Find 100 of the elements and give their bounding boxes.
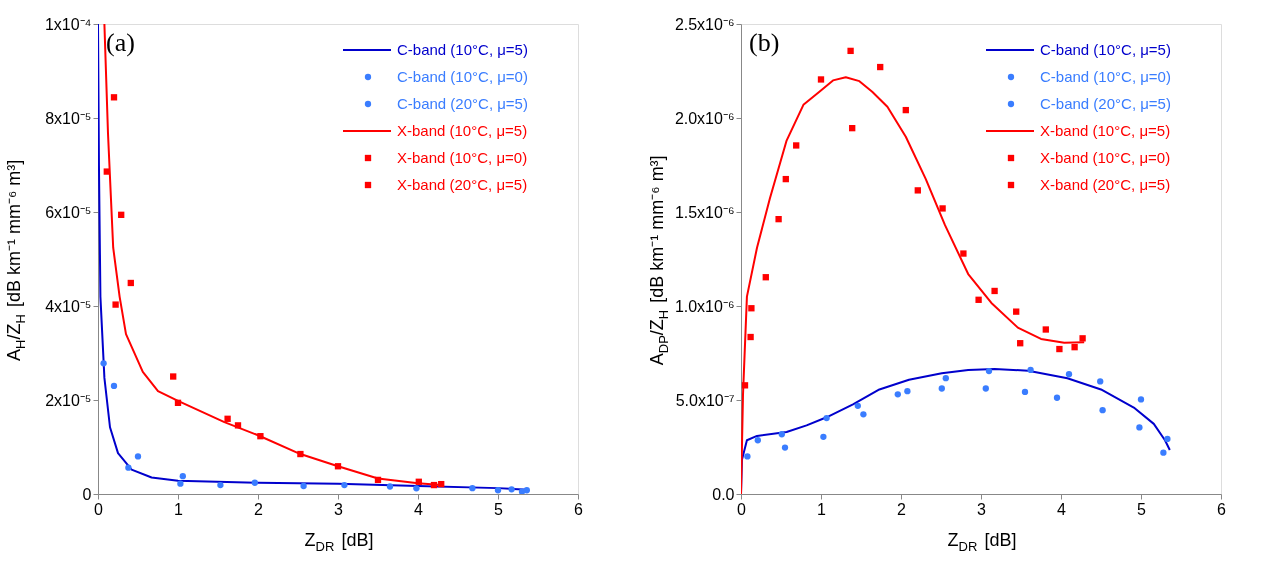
legend-label: C-band (20°C, μ=5) (1040, 95, 1171, 112)
point (110, 382, 118, 390)
point (975, 296, 982, 303)
point (754, 437, 761, 444)
legend-label: C-band (10°C, μ=5) (397, 41, 528, 58)
point (877, 63, 884, 71)
legend-label: X-band (10°C, μ=0) (397, 149, 528, 166)
point (1137, 396, 1145, 403)
point (847, 47, 854, 55)
annotation: (b) (749, 28, 780, 57)
point (494, 487, 502, 494)
legend-label: C-band (10°C, μ=0) (1040, 68, 1171, 85)
point (134, 453, 142, 460)
point (748, 305, 755, 312)
x-tick-label: 1 (817, 500, 827, 518)
point (741, 382, 749, 389)
point (854, 402, 861, 409)
y-tick-label: 6x10⁻⁵ (45, 203, 92, 221)
point (985, 367, 993, 375)
point (110, 94, 118, 101)
point (982, 385, 989, 392)
y-tick-label: 0 (82, 485, 92, 503)
point (125, 464, 132, 471)
point (1079, 335, 1086, 342)
x-tick-label: 4 (1057, 500, 1067, 518)
point (960, 250, 967, 257)
point (1056, 345, 1063, 353)
point (820, 433, 827, 440)
legend-label: C-band (10°C, μ=5) (1040, 41, 1171, 58)
point (415, 478, 422, 485)
point (1017, 340, 1024, 347)
point (849, 124, 856, 132)
point (251, 479, 258, 486)
point (782, 175, 789, 183)
point (938, 385, 945, 392)
point (1065, 371, 1073, 378)
point (438, 480, 445, 488)
point (1136, 424, 1143, 431)
point (775, 215, 782, 223)
x-tick-label: 3 (977, 500, 987, 518)
point (817, 76, 825, 83)
point (1042, 326, 1049, 333)
point (386, 483, 394, 490)
point (177, 480, 184, 487)
y-tick-label: 0.0 (712, 485, 735, 503)
point (1027, 366, 1034, 374)
legend-label: C-band (20°C, μ=5) (397, 95, 528, 112)
point (170, 373, 177, 380)
x-tick-label: 4 (414, 500, 424, 518)
legend-label: X-band (10°C, μ=0) (1040, 149, 1171, 166)
point (1053, 394, 1061, 401)
point (127, 279, 134, 287)
legend-label: X-band (10°C, μ=5) (1040, 122, 1171, 139)
point (1164, 435, 1171, 443)
point (523, 487, 530, 494)
point (1021, 388, 1029, 396)
point (793, 142, 800, 149)
point (217, 481, 224, 489)
x-tick-label: 3 (334, 500, 344, 518)
y-axis-title: ADP/ZH [dB km⁻¹ mm⁻⁶ m³] (647, 155, 671, 366)
legend-label: X-band (20°C, μ=5) (397, 176, 528, 193)
x-tick-label: 6 (1217, 500, 1227, 518)
point (991, 287, 998, 295)
point (904, 388, 911, 395)
y-tick-label: 5.0x10⁻⁷ (675, 391, 735, 409)
x-tick-label: 0 (94, 500, 104, 518)
x-tick-label: 6 (574, 500, 584, 518)
x-tick-label: 2 (897, 500, 907, 518)
y-tick-label: 8x10⁻⁵ (45, 109, 92, 127)
point (1099, 407, 1106, 414)
point (942, 375, 949, 382)
point (300, 482, 307, 490)
point (762, 274, 769, 281)
point (174, 399, 182, 406)
point (103, 168, 110, 175)
annotation: (a) (106, 28, 135, 57)
point (747, 333, 754, 341)
point (413, 485, 420, 492)
point (914, 187, 921, 194)
y-tick-label: 4x10⁻⁵ (45, 297, 92, 315)
point (257, 433, 264, 440)
point (823, 414, 830, 422)
point (860, 411, 867, 418)
point (234, 422, 242, 429)
legend-label: C-band (10°C, μ=0) (397, 68, 528, 85)
point (118, 211, 125, 218)
point (1097, 378, 1104, 385)
point (902, 106, 909, 114)
point (894, 391, 901, 398)
y-tick-label: 1x10⁻⁴ (44, 15, 92, 33)
x-tick-label: 5 (494, 500, 504, 518)
point (430, 481, 438, 489)
point (297, 450, 304, 458)
point (112, 301, 119, 308)
x-tick-label: 5 (1137, 500, 1147, 518)
point (744, 453, 751, 460)
point (1013, 308, 1020, 315)
y-tick-label: 1.5x10⁻⁶ (674, 203, 735, 221)
point (939, 205, 946, 212)
point (1160, 449, 1167, 456)
